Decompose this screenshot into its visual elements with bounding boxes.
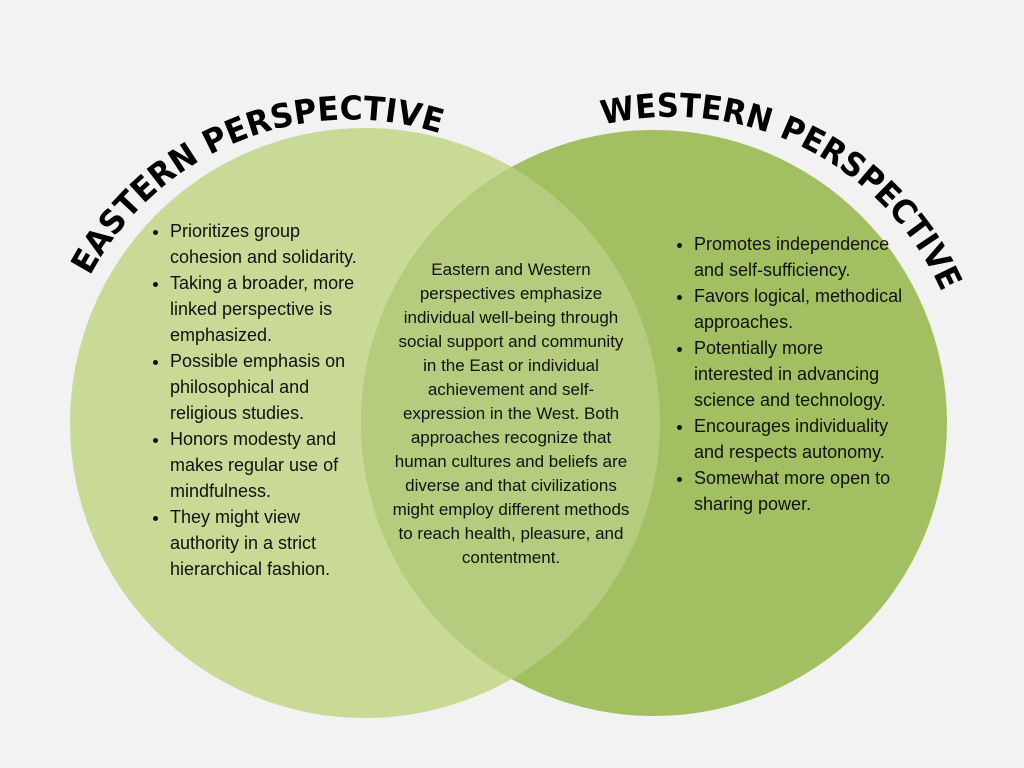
western-item: Promotes independence and self-sufficien… xyxy=(694,231,904,283)
eastern-list: Prioritizes group cohesion and solidarit… xyxy=(148,218,368,582)
eastern-item: Possible emphasis on philosophical and r… xyxy=(170,348,368,426)
western-item: Somewhat more open to sharing power. xyxy=(694,465,904,517)
western-item: Favors logical, methodical approaches. xyxy=(694,283,904,335)
western-list-container: Promotes independence and self-sufficien… xyxy=(672,231,904,517)
eastern-item: They might view authority in a strict hi… xyxy=(170,504,368,582)
eastern-item: Taking a broader, more linked perspectiv… xyxy=(170,270,368,348)
eastern-item: Honors modesty and makes regular use of … xyxy=(170,426,368,504)
western-list: Promotes independence and self-sufficien… xyxy=(672,231,904,517)
overlap-region xyxy=(361,130,660,716)
eastern-item: Prioritizes group cohesion and solidarit… xyxy=(170,218,368,270)
western-item: Potentially more interested in advancing… xyxy=(694,335,904,413)
overlap-description: Eastern and Western perspectives emphasi… xyxy=(392,260,630,567)
eastern-list-container: Prioritizes group cohesion and solidarit… xyxy=(148,218,368,582)
western-item: Encourages individuality and respects au… xyxy=(694,413,904,465)
